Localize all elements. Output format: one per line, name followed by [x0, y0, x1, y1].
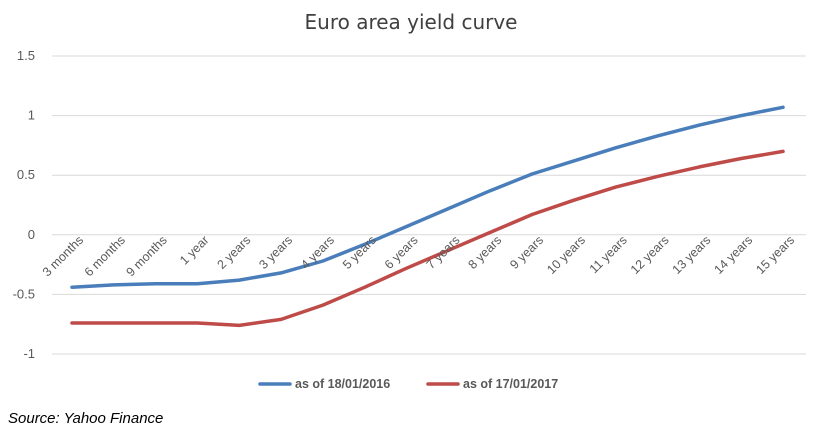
x-category-label: 9 years	[507, 233, 546, 272]
data-point	[739, 157, 743, 161]
x-category-label: 7 years	[424, 233, 463, 272]
x-category-label: 9 months	[124, 233, 170, 279]
x-category-label: 3 months	[40, 233, 86, 279]
series-line-1	[70, 105, 785, 289]
x-category-label: 11 years	[587, 233, 630, 276]
data-point	[237, 278, 241, 282]
x-category-label: 6 months	[82, 233, 128, 279]
data-point	[363, 285, 367, 289]
data-point	[112, 321, 116, 325]
data-point	[112, 283, 116, 287]
legend-label: as of 17/01/2017	[463, 377, 558, 391]
data-point	[446, 207, 450, 211]
data-point	[279, 317, 283, 321]
data-point	[781, 149, 785, 153]
data-point	[70, 285, 74, 289]
x-category-label: 1 year	[177, 233, 211, 267]
y-tick-label: 1	[28, 108, 35, 123]
data-point	[530, 213, 534, 217]
x-category-label: 2 years	[215, 233, 254, 272]
x-category-label: 10 years	[544, 233, 588, 277]
data-point	[488, 189, 492, 193]
data-point	[781, 105, 785, 109]
data-point	[321, 303, 325, 307]
data-point	[656, 134, 660, 138]
data-point	[195, 282, 199, 286]
data-point	[195, 321, 199, 325]
data-point	[321, 259, 325, 263]
y-tick-label: -0.5	[13, 286, 35, 301]
data-point	[405, 266, 409, 270]
data-point	[70, 321, 74, 325]
data-point	[739, 114, 743, 118]
data-point	[572, 159, 576, 163]
legend-label: as of 18/01/2016	[295, 377, 390, 391]
data-point	[697, 123, 701, 127]
data-point	[614, 185, 618, 189]
series-line-2	[70, 149, 785, 328]
data-point	[656, 174, 660, 178]
data-point	[530, 172, 534, 176]
y-tick-label: 0.5	[17, 167, 35, 182]
x-category-label: 12 years	[628, 233, 672, 277]
data-point	[446, 248, 450, 252]
x-category-label: 14 years	[711, 233, 755, 277]
gridlines	[52, 55, 806, 355]
data-point	[154, 282, 158, 286]
data-point	[488, 230, 492, 234]
x-category-label: 13 years	[670, 233, 714, 277]
y-tick-label: 0	[28, 227, 35, 242]
y-tick-label: 1.5	[17, 48, 35, 63]
legend: as of 18/01/2016 as of 17/01/2017	[258, 377, 558, 391]
data-point	[279, 271, 283, 275]
x-category-label: 3 years	[256, 233, 295, 272]
data-point	[154, 321, 158, 325]
data-point	[237, 323, 241, 327]
source-note: Source: Yahoo Finance	[8, 410, 164, 427]
data-point	[363, 242, 367, 246]
x-category-label: 4 years	[298, 233, 337, 272]
data-point	[697, 165, 701, 169]
x-category-label: 15 years	[753, 233, 797, 277]
y-tick-label: -1	[23, 346, 35, 361]
series-lines	[70, 105, 785, 328]
data-point	[572, 198, 576, 202]
data-point	[614, 146, 618, 150]
chart-title: Euro area yield curve	[305, 10, 518, 34]
y-axis-ticks: 1.5 1 0.5 0 -0.5 -1	[13, 48, 35, 361]
data-point	[405, 224, 409, 228]
